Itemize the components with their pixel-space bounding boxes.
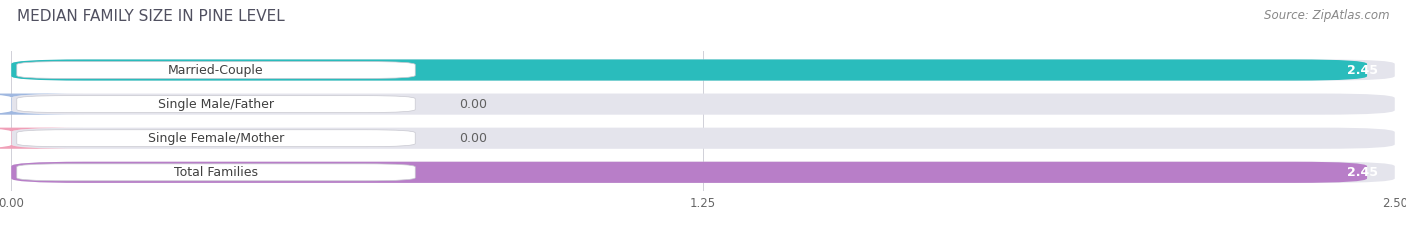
Text: 0.00: 0.00	[460, 132, 488, 145]
Text: 2.45: 2.45	[1347, 64, 1378, 76]
Text: Married-Couple: Married-Couple	[169, 64, 264, 76]
Text: MEDIAN FAMILY SIZE IN PINE LEVEL: MEDIAN FAMILY SIZE IN PINE LEVEL	[17, 9, 284, 24]
Text: Source: ZipAtlas.com: Source: ZipAtlas.com	[1264, 9, 1389, 22]
FancyBboxPatch shape	[11, 162, 1367, 183]
FancyBboxPatch shape	[11, 128, 1395, 149]
FancyBboxPatch shape	[11, 59, 1395, 81]
Text: 0.00: 0.00	[460, 98, 488, 111]
FancyBboxPatch shape	[17, 130, 415, 147]
FancyBboxPatch shape	[11, 59, 1367, 81]
FancyBboxPatch shape	[0, 128, 83, 149]
FancyBboxPatch shape	[17, 96, 415, 113]
Text: Single Female/Mother: Single Female/Mother	[148, 132, 284, 145]
FancyBboxPatch shape	[0, 93, 83, 115]
FancyBboxPatch shape	[11, 93, 1395, 115]
FancyBboxPatch shape	[17, 164, 415, 181]
Text: Single Male/Father: Single Male/Father	[157, 98, 274, 111]
FancyBboxPatch shape	[17, 62, 415, 79]
FancyBboxPatch shape	[11, 162, 1395, 183]
Text: Total Families: Total Families	[174, 166, 259, 179]
Text: 2.45: 2.45	[1347, 166, 1378, 179]
